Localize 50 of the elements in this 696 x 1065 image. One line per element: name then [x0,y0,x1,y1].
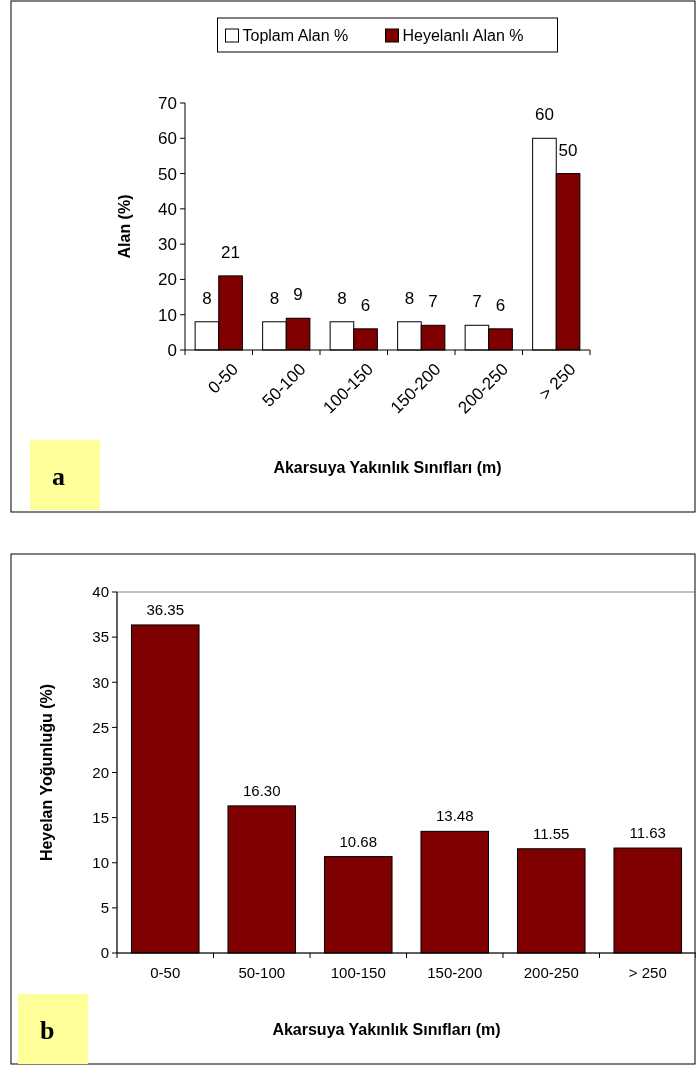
x-axis-title: Akarsuya Yakınlık Sınıfları (m) [273,459,502,476]
y-tick-label: 5 [100,899,109,917]
data-label: 50 [558,140,578,160]
data-label: 36.35 [146,600,185,618]
x-tick-label: > 250 [535,359,580,404]
data-label: 9 [293,285,303,305]
y-tick-label: 30 [92,673,109,691]
y-tick-label: 0 [100,944,109,962]
text: b [40,1016,55,1045]
data-label: 8 [337,288,347,308]
y-tick-label: 40 [92,583,109,601]
data-label: 11.63 [629,824,666,842]
x-tick-label: > 250 [628,964,667,981]
data-label: 8 [269,288,280,308]
x-tick-label: 100-150 [330,964,386,981]
y-tick-label: 60 [158,129,177,149]
legend-label: Toplam Alan % [242,27,349,44]
y-tick-label: 30 [158,235,177,255]
data-label: 8 [202,288,212,308]
y-tick-label: 10 [158,305,177,325]
y-tick-label: 0 [167,340,177,360]
y-axis-title: Alan (%) [116,194,133,259]
y-tick-label: 10 [92,854,109,871]
data-label: 8 [404,288,415,308]
data-label: 11.55 [533,824,570,842]
y-tick-label: 35 [92,628,109,646]
x-axis-title: Akarsuya Yakınlık Sınıfları (m) [272,1021,501,1038]
data-label: 21 [221,242,241,262]
y-tick-label: 50 [158,164,177,184]
data-label: 16.30 [242,781,281,799]
y-tick-label: 20 [158,270,177,290]
y-tick-label: 70 [158,93,177,113]
x-tick-label: 200-250 [523,964,579,981]
data-label: 10.68 [339,832,378,850]
legend-label: Heyelanlı Alan % [402,27,524,44]
y-tick-label: 25 [92,718,109,736]
data-label: 7 [472,292,482,312]
y-tick-label: 20 [92,763,109,781]
data-label: 6 [495,295,506,315]
y-tick-label: 15 [92,808,109,826]
x-tick-label: 50-100 [238,964,286,981]
data-label: 7 [428,292,438,312]
data-label: 13.48 [435,807,474,825]
y-tick-label: 40 [158,199,177,219]
x-tick-label: 0-50 [150,964,181,981]
y-axis-title: Heyelan Yoğunluğu (%) [38,683,55,862]
data-label: 6 [360,295,371,315]
x-tick-label: 150-200 [427,964,483,981]
text: a [52,462,65,491]
data-label: 60 [534,105,554,125]
